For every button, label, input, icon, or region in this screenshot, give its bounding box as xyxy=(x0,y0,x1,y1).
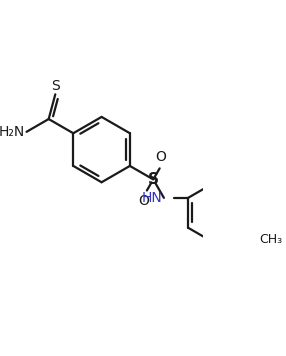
Text: HN: HN xyxy=(142,191,162,205)
Text: S: S xyxy=(51,79,60,93)
Text: S: S xyxy=(148,172,159,187)
Text: O: O xyxy=(156,151,166,164)
Text: CH₃: CH₃ xyxy=(259,232,282,246)
Text: H₂N: H₂N xyxy=(0,125,25,139)
Text: O: O xyxy=(139,194,150,208)
